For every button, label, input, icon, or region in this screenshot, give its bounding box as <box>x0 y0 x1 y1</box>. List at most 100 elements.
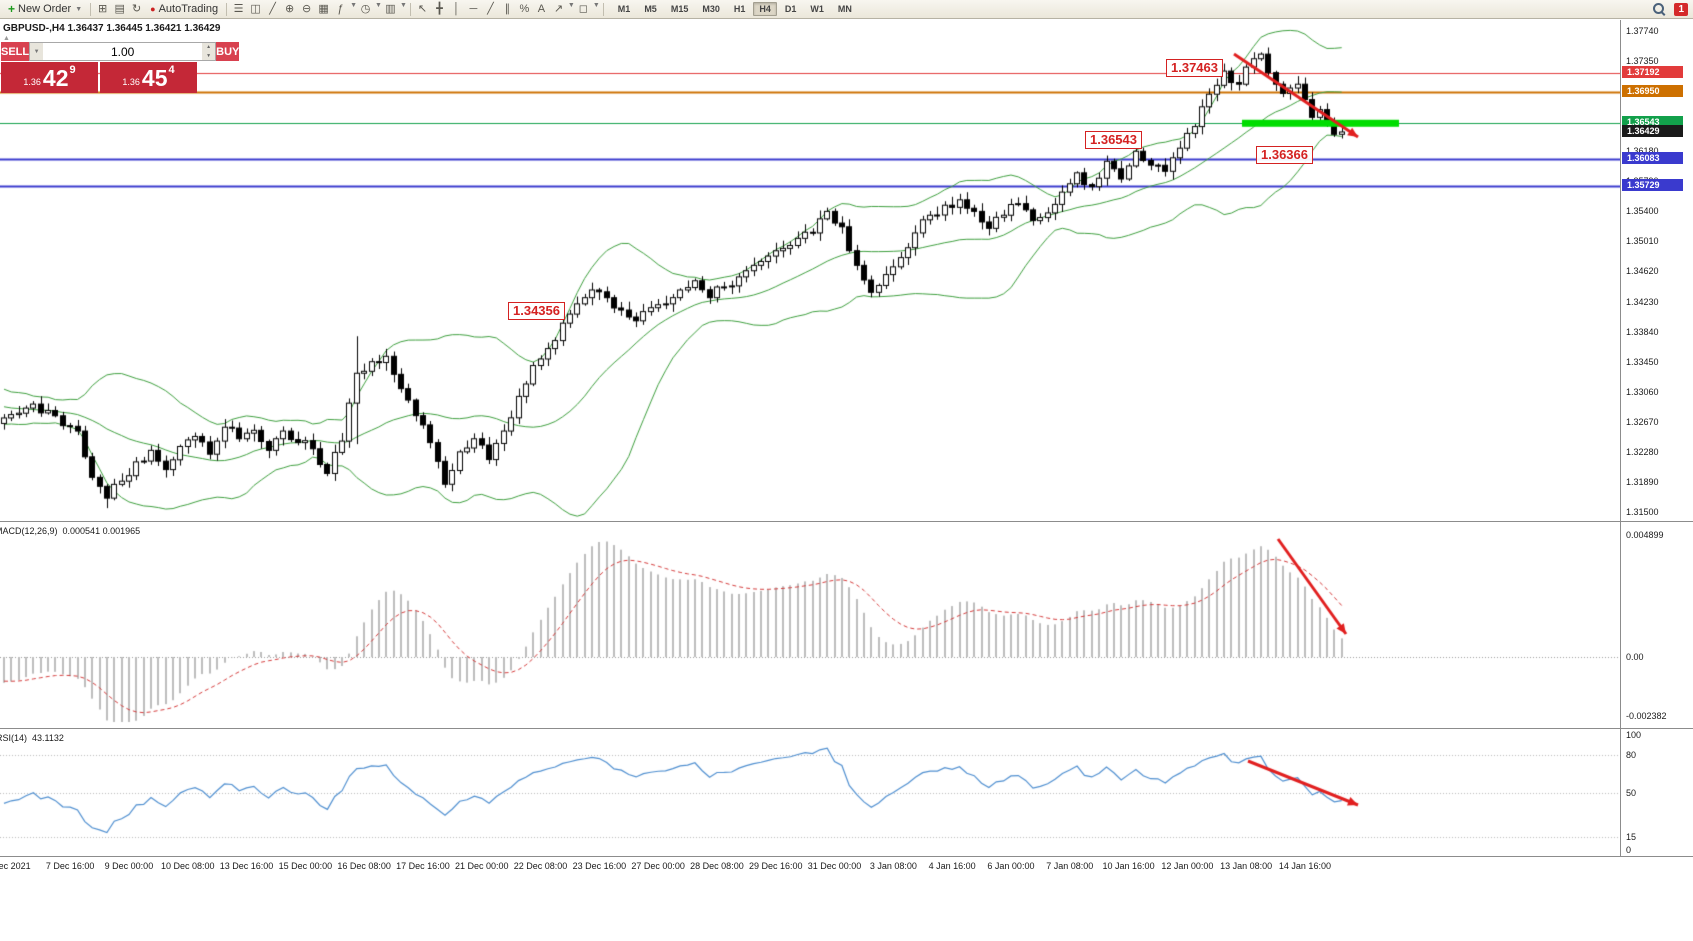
cursor-icon[interactable]: ↖ <box>417 2 428 15</box>
line-chart-icon[interactable]: ╱ <box>269 2 276 15</box>
sell-price-big: 42 <box>42 65 69 91</box>
macd-axis-label: -0.002382 <box>1626 711 1667 722</box>
timeframe-button-h4[interactable]: H4 <box>753 2 777 16</box>
fibonacci-icon[interactable]: % <box>519 2 530 15</box>
macd-axis[interactable]: 0.004899 0.00 -0.002382 <box>1621 522 1693 728</box>
price-annotation-label[interactable]: 1.36366 <box>1256 146 1313 164</box>
new-order-icon: + <box>8 2 16 16</box>
refresh-icon[interactable]: ↻ <box>132 2 142 15</box>
rsi-axis-label: 100 <box>1626 730 1642 740</box>
macd-label: MACD(12,26,9) 0.000541 0.001965 <box>0 526 141 536</box>
rsi-panel-canvas[interactable] <box>0 730 1620 856</box>
timeframe-button-mn[interactable]: MN <box>837 4 852 14</box>
time-axis-label: 9 Dec 00:00 <box>104 861 154 871</box>
timeframe-group: M1 M5 M15 M30 H1 H4 D1 W1 MN <box>611 2 859 16</box>
time-axis-label: 7 Dec 16:00 <box>45 861 95 871</box>
time-axis-label: 6 Jan 00:00 <box>987 861 1035 871</box>
timeframe-button-h1[interactable]: H1 <box>733 4 746 14</box>
search-icon[interactable] <box>1653 2 1666 16</box>
vertical-line-icon[interactable]: │ <box>452 2 460 15</box>
timeframe-button-w1[interactable]: W1 <box>810 4 824 14</box>
chart-window: GBPUSD-,H4 1.36437 1.36445 1.36421 1.364… <box>0 20 1693 941</box>
timeframe-button-m15[interactable]: M15 <box>670 4 689 14</box>
timeframe-button-d1[interactable]: D1 <box>784 4 797 14</box>
chevron-down-icon: ▼ <box>75 5 83 13</box>
price-axis-label: 1.37350 <box>1626 56 1659 67</box>
time-axis[interactable]: Dec 2021 7 Dec 16:00 9 Dec 00:00 10 Dec 08:… <box>0 856 1693 941</box>
arrows-icon[interactable]: ↗ <box>553 2 564 15</box>
macd-values: 0.000541 0.001965 <box>62 526 141 536</box>
macd-axis-label: 0.00 <box>1626 652 1644 662</box>
new-order-button[interactable]: + New Order ▼ <box>3 1 87 17</box>
timeframe-button-m30[interactable]: M30 <box>702 4 720 14</box>
rsi-label: RSI(14)43.1132 <box>0 733 64 743</box>
volume-up-icon[interactable]: ▲ <box>206 44 212 51</box>
sell-header[interactable]: SELL <box>1 42 30 61</box>
chevron-down-icon: ▼ <box>375 1 382 9</box>
price-axis-label: 1.32280 <box>1626 446 1659 457</box>
time-axis-label: 23 Dec 16:00 <box>572 861 627 871</box>
tile-windows-icon[interactable]: ▦ <box>318 2 329 15</box>
text-icon[interactable]: A <box>537 2 546 15</box>
draw-tools-group: ↖ ╋ │ ─ ╱ ∥% A ↗ ▼ ◻ ▼ <box>414 2 600 17</box>
rsi-axis[interactable]: 100 80 50 15 0 <box>1621 730 1693 856</box>
volume-dropdown-icon[interactable]: ▼ <box>30 43 44 60</box>
rsi-axis-label: 80 <box>1626 750 1637 761</box>
timeframe-button-m1[interactable]: M1 <box>617 4 631 14</box>
profiles-icon[interactable]: ▤ <box>114 2 125 15</box>
chevron-down-icon: ▼ <box>399 1 407 9</box>
buy-header[interactable]: BUY <box>216 42 240 61</box>
trendline-icon[interactable]: ╱ <box>487 2 494 15</box>
rsi-axis-label: 15 <box>1626 832 1637 843</box>
main-chart-canvas[interactable] <box>0 20 1620 521</box>
autotrading-button[interactable]: ● AutoTrading <box>145 1 223 17</box>
crosshair-icon[interactable]: ╋ <box>436 2 443 15</box>
terminal-icon[interactable]: ⊞ <box>98 2 108 15</box>
main-toolbar: + New Order ▼ ⊞ ▤ ↻ ● AutoTrading ☰ ◫ ╱ ⊕ ⊖ ▦ ƒ ▼… <box>0 0 1693 19</box>
horizontal-line-icon[interactable]: ─ <box>469 2 478 15</box>
price-axis-label: 1.31890 <box>1626 476 1659 487</box>
price-axis-label: 1.36180 <box>1626 146 1659 156</box>
sell-price-sup: 9 <box>69 64 76 76</box>
time-axis-label: 15 Dec 00:00 <box>278 861 333 871</box>
zoom-out-icon[interactable]: ⊖ <box>302 2 312 15</box>
price-annotation-label[interactable]: 1.34356 <box>508 302 565 320</box>
notification-badge[interactable]: 1 <box>1674 2 1688 16</box>
price-axis-label: 1.32670 <box>1626 416 1659 427</box>
panel-separator[interactable] <box>0 521 1693 522</box>
channel-icon[interactable]: ∥ <box>504 2 511 15</box>
price-axis-label: 1.33060 <box>1626 386 1659 397</box>
bar-chart-icon[interactable]: ☰ <box>233 2 244 15</box>
periods-icon[interactable]: ◷ <box>360 2 371 15</box>
volume-down-icon[interactable]: ▼ <box>206 52 212 59</box>
indicators-icon[interactable]: ƒ <box>337 2 344 15</box>
toolbar-separator <box>602 2 604 16</box>
sell-price-button[interactable]: 1.36 42 9 <box>1 62 98 93</box>
shapes-icon[interactable]: ◻ <box>578 2 588 15</box>
one-click-trading-panel: SELL ▼ ▲ ▼ BUY 1.36 42 9 1 <box>1 42 240 93</box>
price-axis[interactable]: 1.377401.373501.369601.365701.361801.357… <box>1621 20 1693 521</box>
price-axis-label: 1.35400 <box>1626 206 1659 217</box>
timeframe-button-m5[interactable]: M5 <box>644 4 657 14</box>
toolbar-separator <box>226 2 228 16</box>
price-annotation-label[interactable]: 1.37463 <box>1166 59 1223 77</box>
price-tag: 1.36950 <box>1622 84 1683 97</box>
rsi-axis-label: 50 <box>1626 788 1637 798</box>
zoom-in-icon[interactable]: ⊕ <box>285 2 295 15</box>
buy-price-prefix: 1.36 <box>122 77 140 87</box>
chevron-down-icon: ▼ <box>350 1 358 9</box>
buy-price-button[interactable]: 1.36 45 4 <box>100 62 197 93</box>
candlestick-chart-icon[interactable]: ◫ <box>250 2 261 15</box>
volume-input[interactable] <box>43 43 203 60</box>
macd-panel-canvas[interactable] <box>0 522 1620 728</box>
price-axis-label: 1.33840 <box>1626 326 1659 337</box>
price-annotation-label[interactable]: 1.36543 <box>1085 131 1142 149</box>
chart-title: GBPUSD-,H4 1.36437 1.36445 1.36421 1.364… <box>3 23 221 34</box>
macd-axis-label: 0.004899 <box>1626 529 1664 540</box>
time-axis-label: 31 Dec 00:00 <box>807 861 862 871</box>
templates-icon[interactable]: ▥ <box>385 2 396 15</box>
sell-price-prefix: 1.36 <box>23 77 41 87</box>
panel-separator[interactable] <box>0 728 1693 729</box>
oneclick-collapse-icon[interactable]: ▲ <box>3 35 10 42</box>
